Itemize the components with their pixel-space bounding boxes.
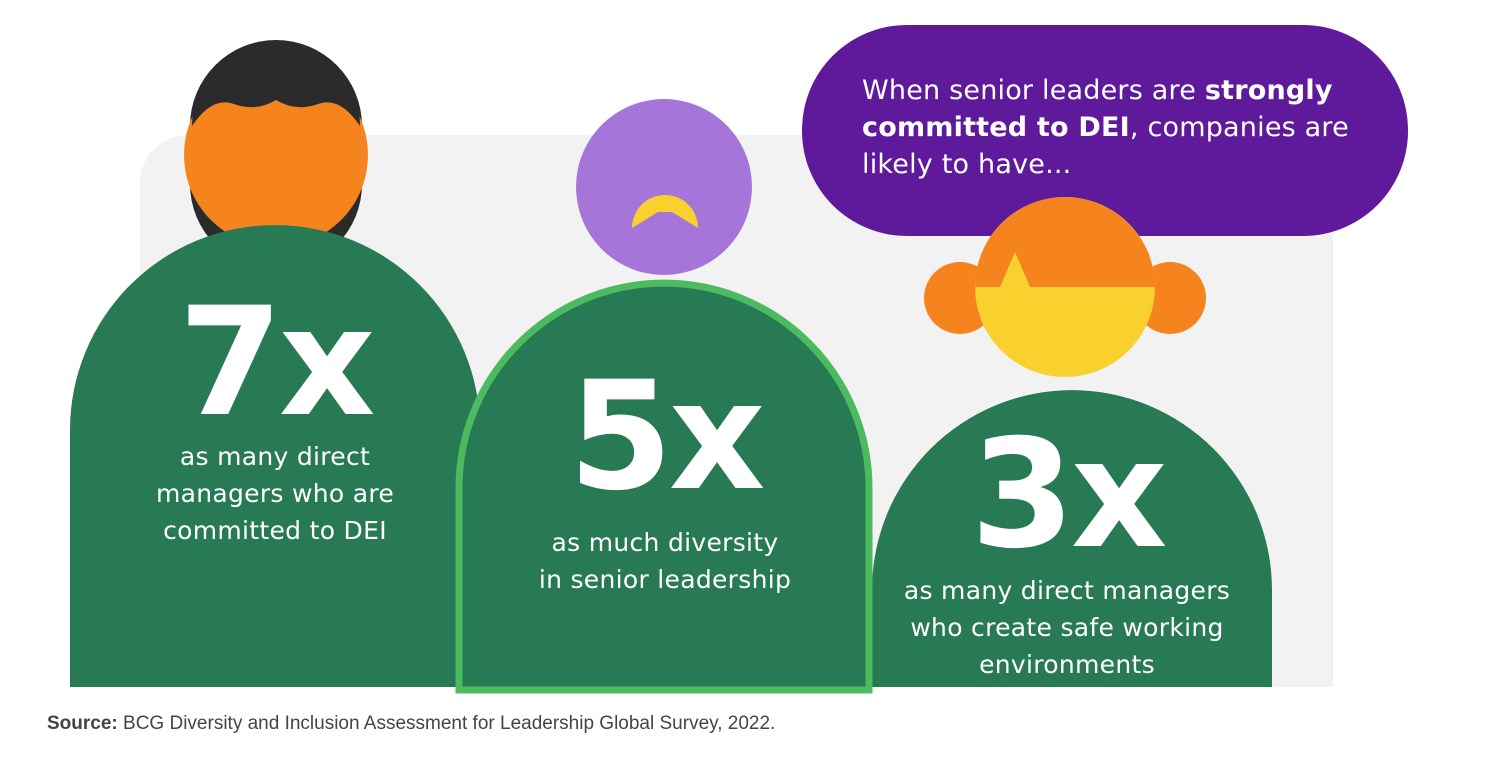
source-citation: Source: BCG Diversity and Inclusion Asse… [47, 713, 775, 735]
person-1 [70, 40, 480, 688]
person-2-head [576, 99, 752, 275]
stat-description-line: environments [979, 650, 1155, 679]
person-3 [872, 197, 1272, 687]
source-label: Source: [47, 713, 118, 734]
stat-description-line: in senior leadership [538, 565, 792, 594]
speech-bubble [802, 25, 1408, 236]
stat-description-line: managers who are [155, 479, 395, 508]
person-3-hair [975, 197, 1155, 287]
stat-description: as much diversity in senior leadership [480, 524, 850, 598]
stat-7x: 7x as many direct managers who are commi… [110, 288, 440, 549]
person-2-detail [632, 195, 698, 228]
stat-5x: 5x as much diversity in senior leadershi… [480, 362, 850, 598]
stat-description-line: as much diversity [551, 528, 779, 557]
stat-value: 5x [568, 350, 765, 524]
person-2 [455, 99, 873, 694]
stat-description-line: as many direct managers [903, 576, 1231, 605]
person-1-face [184, 63, 368, 247]
stat-value: 3x [970, 408, 1167, 582]
bubble-text-after: , companies are likely to have... [862, 112, 1349, 180]
stat-description-line: as many direct [179, 442, 371, 471]
stat-description: as many direct managers who are committe… [110, 438, 440, 549]
person-3-body [872, 390, 1272, 687]
bubble-text-bold: strongly committed to DEI [862, 75, 1333, 143]
stat-3x: 3x as many direct managers who create sa… [872, 420, 1262, 683]
person-2-body [455, 279, 873, 694]
person-1-body [70, 225, 480, 688]
stat-description: as many direct managers who create safe … [872, 572, 1262, 683]
source-text: BCG Diversity and Inclusion Assessment f… [117, 713, 776, 734]
bubble-text-before: When senior leaders are [862, 75, 1205, 106]
stat-value: 7x [178, 276, 375, 450]
stat-description-line: committed to DEI [163, 516, 387, 545]
speech-bubble-text: When senior leaders are strongly committ… [862, 72, 1382, 183]
stat-description-line: who create safe working [910, 613, 1224, 642]
person-1-bangs [192, 42, 360, 126]
